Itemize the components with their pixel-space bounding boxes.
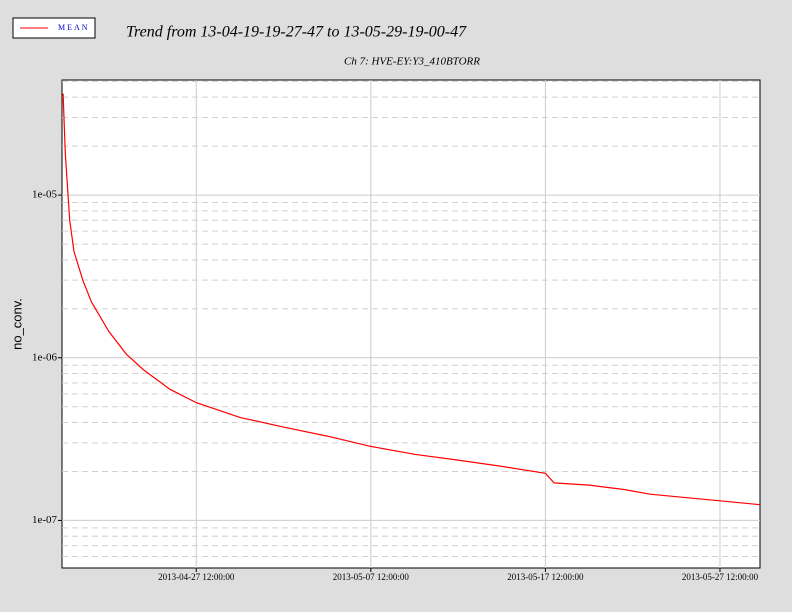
legend-label: MEAN <box>58 23 90 32</box>
x-tick-label: 2013-05-27 12:00:00 <box>682 572 759 582</box>
grid <box>62 80 760 568</box>
y-tick-label: 1e-07 <box>32 514 58 526</box>
y-tick-label: 1e-06 <box>32 351 58 363</box>
y-axis-label: no_conv. <box>9 298 24 350</box>
chart-title: Trend from 13-04-19-19-27-47 to 13-05-29… <box>126 24 467 41</box>
y-tick-label: 1e-05 <box>32 189 58 201</box>
plot-area <box>61 79 761 569</box>
series-line <box>62 93 761 506</box>
x-tick-label: 2013-05-07 12:00:00 <box>333 572 410 582</box>
x-tick-label: 2013-04-27 12:00:00 <box>158 572 235 582</box>
chart-subtitle: Ch 7: HVE-EY:Y3_410BTORR <box>344 56 480 68</box>
legend-box <box>12 17 96 39</box>
x-tick-label: 2013-05-17 12:00:00 <box>507 572 584 582</box>
